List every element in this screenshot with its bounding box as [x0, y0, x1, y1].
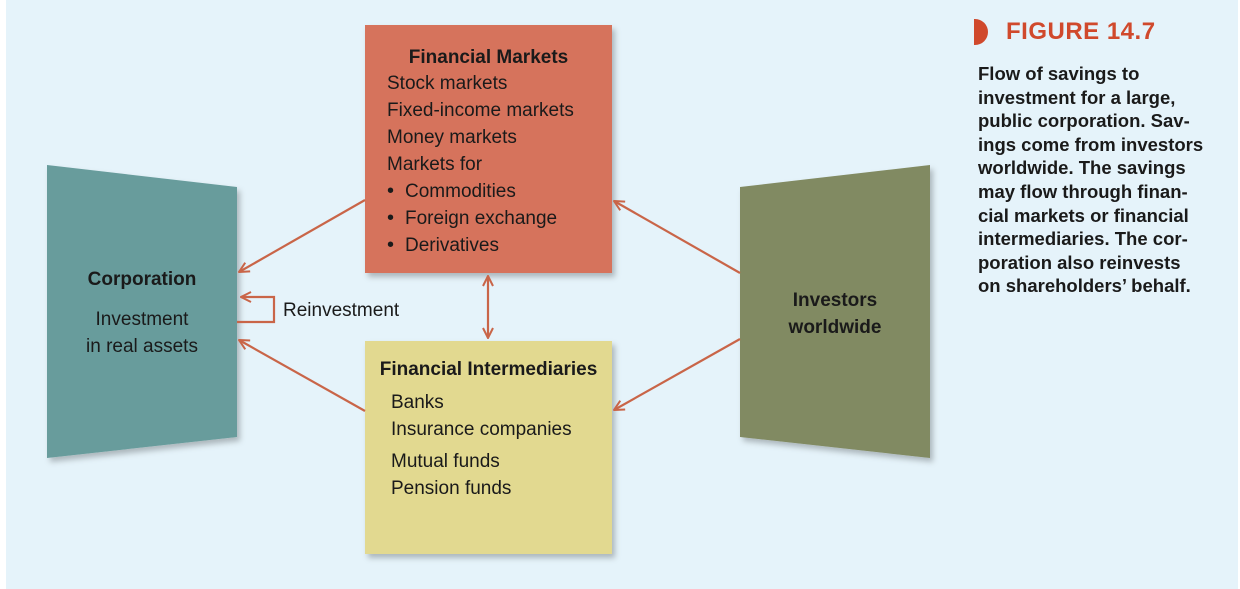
arrow-reinvestment-loop [237, 297, 276, 324]
intermediaries-line: Pension funds [391, 478, 512, 499]
arrow-investors-to-intermediaries [614, 338, 741, 410]
caption-line: poration also reinvests [978, 251, 1181, 273]
corporation-line-1: Investment [95, 309, 189, 330]
intermediaries-line: Mutual funds [391, 451, 500, 472]
figure-caption: Flow of savings to investment for a larg… [978, 62, 1228, 298]
caption-line: may flow through finan- [978, 180, 1188, 202]
reinvestment-label: Reinvestment [283, 300, 400, 321]
financial-intermediaries-list: Banks Insurance companies Mutual funds P… [391, 389, 572, 502]
bullet-item: Commodities [387, 178, 574, 205]
corporation-title: Corporation [87, 269, 197, 290]
financial-intermediaries-title: Financial Intermediaries [379, 359, 598, 380]
bullet-item: Foreign exchange [387, 205, 574, 232]
figure-label: FIGURE 14.7 [974, 18, 1156, 46]
corporation-line-2: in real assets [86, 336, 198, 357]
markets-for-bullets: Commodities Foreign exchange Derivatives [387, 178, 574, 259]
caption-line: on shareholders’ behalf. [978, 275, 1191, 297]
caption-line: cial markets or financial [978, 204, 1189, 226]
arrow-intermediaries-to-corporation [239, 340, 366, 412]
bullet-text: Commodities [405, 181, 516, 202]
financial-markets-line: Money markets [387, 127, 517, 148]
investors-box [740, 165, 930, 458]
intermediaries-line: Banks [391, 392, 444, 413]
intermediaries-line: Insurance companies [391, 419, 572, 440]
half-circle-marker-icon [974, 19, 988, 45]
caption-line: ings come from investors [978, 133, 1204, 155]
financial-markets-line: Stock markets [387, 73, 508, 94]
financial-markets-line: Fixed-income markets [387, 100, 574, 121]
corporation-label-group: Corporation Investment in real assets [47, 266, 237, 360]
figure-number: FIGURE 14.7 [1006, 18, 1156, 45]
caption-line: Flow of savings to [978, 63, 1140, 84]
financial-markets-line: Markets for [387, 154, 483, 175]
arrow-investors-to-markets [614, 201, 741, 274]
caption-line: investment for a large, [978, 86, 1176, 108]
bullet-text: Foreign exchange [405, 208, 558, 229]
financial-markets-list: Stock markets Fixed-income markets Money… [387, 70, 574, 259]
investors-line-1: Investors [792, 290, 878, 311]
figure-canvas: Corporation Investment in real assets Re… [6, 0, 1238, 589]
investors-line-2: worldwide [788, 317, 882, 338]
caption-line: public corporation. Sav- [978, 110, 1190, 132]
bullet-item: Derivatives [387, 232, 574, 259]
bullet-text: Derivatives [405, 235, 499, 256]
caption-line: worldwide. The savings [978, 157, 1186, 179]
financial-intermediaries-box [365, 341, 612, 554]
financial-markets-title: Financial Markets [408, 47, 569, 68]
caption-line: intermediaries. The cor- [978, 228, 1188, 250]
arrow-markets-to-corporation [239, 199, 366, 272]
corporation-box [47, 165, 237, 458]
investors-label-group: Investors worldwide [740, 287, 930, 341]
